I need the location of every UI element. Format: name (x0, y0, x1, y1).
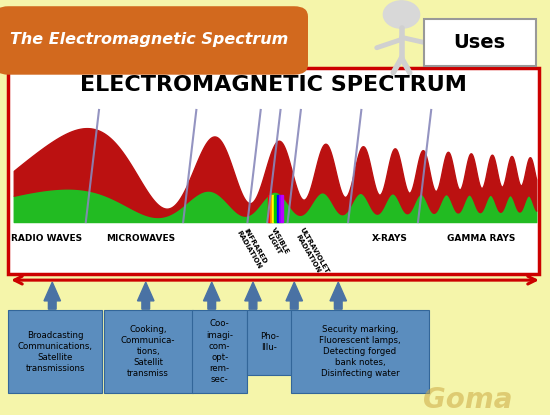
FancyBboxPatch shape (291, 310, 429, 393)
Text: Coo-
imagi-
com-
opt-
rem-
sec-: Coo- imagi- com- opt- rem- sec- (206, 320, 233, 384)
Polygon shape (330, 282, 346, 309)
Text: Cooking,
Communica-
tions,
Satellit
transmiss: Cooking, Communica- tions, Satellit tran… (121, 325, 175, 378)
FancyBboxPatch shape (8, 310, 102, 393)
Text: MICROWAVES: MICROWAVES (106, 234, 175, 244)
Polygon shape (245, 282, 261, 309)
Text: The Electromagnetic Spectrum: The Electromagnetic Spectrum (10, 32, 289, 47)
Text: Broadcasting
Communications,
Satellite
transmissions: Broadcasting Communications, Satellite t… (18, 331, 93, 373)
Bar (279, 195, 281, 222)
Polygon shape (44, 282, 60, 309)
Text: Security marking,
Fluorescent lamps,
Detecting forged
bank notes,
Disinfecting w: Security marking, Fluorescent lamps, Det… (319, 325, 401, 378)
FancyBboxPatch shape (192, 310, 248, 393)
Bar (268, 195, 270, 222)
FancyBboxPatch shape (424, 19, 536, 66)
Polygon shape (286, 282, 302, 309)
Bar (274, 195, 277, 222)
Text: Pho-
Illu-: Pho- Illu- (260, 332, 279, 352)
Text: GAMMA RAYS: GAMMA RAYS (447, 234, 515, 244)
Text: ELECTROMAGNETIC SPECTRUM: ELECTROMAGNETIC SPECTRUM (80, 75, 467, 95)
Polygon shape (204, 282, 220, 309)
Text: RADIO WAVES: RADIO WAVES (11, 234, 82, 244)
Text: Uses: Uses (454, 33, 505, 52)
Circle shape (383, 1, 420, 28)
Bar (272, 195, 274, 222)
Bar (281, 195, 283, 222)
FancyBboxPatch shape (8, 68, 539, 274)
Text: Goma: Goma (423, 386, 512, 415)
Bar (270, 195, 272, 222)
FancyBboxPatch shape (104, 310, 192, 393)
FancyBboxPatch shape (0, 6, 308, 75)
FancyBboxPatch shape (247, 310, 292, 375)
Text: VISIBLE
LIGHT: VISIBLE LIGHT (264, 226, 290, 259)
Text: ULTRAVIOLET
RADIATION: ULTRAVIOLET RADIATION (293, 226, 329, 278)
Polygon shape (138, 282, 154, 309)
Text: X-RAYS: X-RAYS (371, 234, 408, 244)
Text: INFRARED
RADIATION: INFRARED RADIATION (235, 226, 268, 270)
Bar (277, 195, 279, 222)
